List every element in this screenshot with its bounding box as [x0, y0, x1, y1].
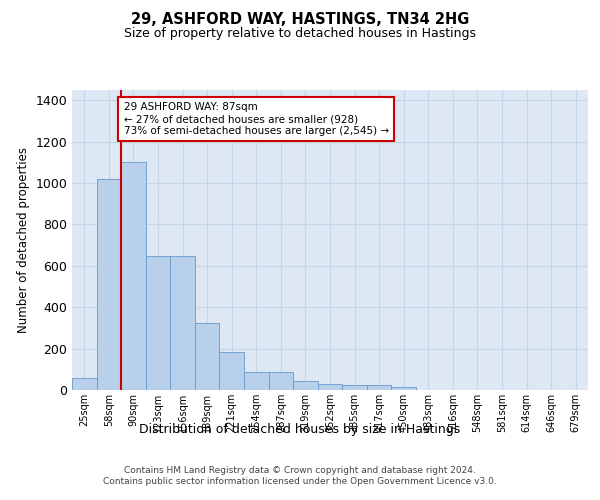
Bar	[170, 256, 195, 390]
Text: Contains HM Land Registry data © Crown copyright and database right 2024.: Contains HM Land Registry data © Crown c…	[124, 466, 476, 475]
Bar	[367, 386, 391, 390]
Text: 29, ASHFORD WAY, HASTINGS, TN34 2HG: 29, ASHFORD WAY, HASTINGS, TN34 2HG	[131, 12, 469, 28]
Text: Distribution of detached houses by size in Hastings: Distribution of detached houses by size …	[139, 422, 461, 436]
Bar	[121, 162, 146, 390]
Bar	[97, 179, 121, 390]
Bar	[195, 323, 220, 390]
Text: 29 ASHFORD WAY: 87sqm
← 27% of detached houses are smaller (928)
73% of semi-det: 29 ASHFORD WAY: 87sqm ← 27% of detached …	[124, 102, 389, 136]
Bar	[72, 378, 97, 390]
Bar	[293, 380, 318, 390]
Bar	[318, 384, 342, 390]
Bar	[220, 352, 244, 390]
Bar	[146, 256, 170, 390]
Text: Size of property relative to detached houses in Hastings: Size of property relative to detached ho…	[124, 28, 476, 40]
Y-axis label: Number of detached properties: Number of detached properties	[17, 147, 30, 333]
Bar	[244, 372, 269, 390]
Bar	[269, 372, 293, 390]
Text: Contains public sector information licensed under the Open Government Licence v3: Contains public sector information licen…	[103, 478, 497, 486]
Bar	[342, 385, 367, 390]
Bar	[391, 387, 416, 390]
